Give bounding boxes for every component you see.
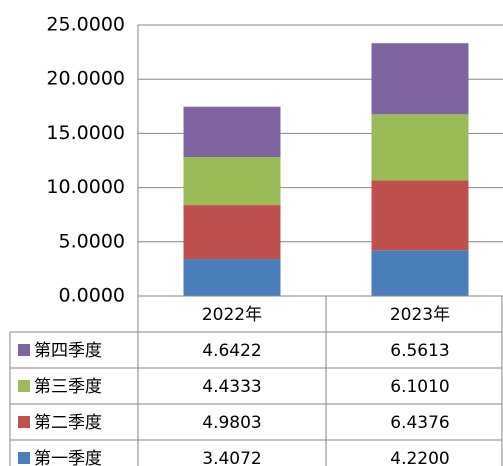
legend-label: 第二季度 xyxy=(34,413,102,433)
y-tick-label: 10.0000 xyxy=(46,176,125,198)
legend-swatch xyxy=(18,416,30,428)
table-value: 4.4333 xyxy=(202,377,261,397)
table-value: 4.2200 xyxy=(390,449,449,466)
legend-swatch xyxy=(18,344,30,356)
table-value: 4.6422 xyxy=(202,341,261,361)
bar-segment xyxy=(183,205,281,260)
legend-swatch xyxy=(18,380,30,392)
legend-label: 第三季度 xyxy=(34,377,102,397)
bar-segment xyxy=(371,43,469,115)
y-tick-label: 20.0000 xyxy=(46,68,125,90)
bar-segment xyxy=(183,157,281,206)
y-tick-label: 0.0000 xyxy=(59,285,125,307)
y-tick-label: 15.0000 xyxy=(46,122,125,144)
y-tick-label: 5.0000 xyxy=(59,230,125,252)
table-header: 2023年 xyxy=(390,305,450,325)
table-header: 2022年 xyxy=(202,305,262,325)
bar-segment xyxy=(183,259,281,296)
bar-segment xyxy=(183,106,281,158)
bar-segment xyxy=(371,180,469,251)
table-value: 6.1010 xyxy=(390,377,449,397)
table-value: 6.4376 xyxy=(390,413,449,433)
table-value: 3.4072 xyxy=(202,449,261,466)
bar-segment xyxy=(371,250,469,296)
table-value: 6.5613 xyxy=(390,341,449,361)
y-tick-label: 25.0000 xyxy=(46,14,125,36)
legend-swatch xyxy=(18,452,30,464)
legend-label: 第四季度 xyxy=(34,341,102,361)
legend-label: 第一季度 xyxy=(34,449,102,466)
bar-segment xyxy=(371,114,469,181)
table-value: 4.9803 xyxy=(202,413,261,433)
